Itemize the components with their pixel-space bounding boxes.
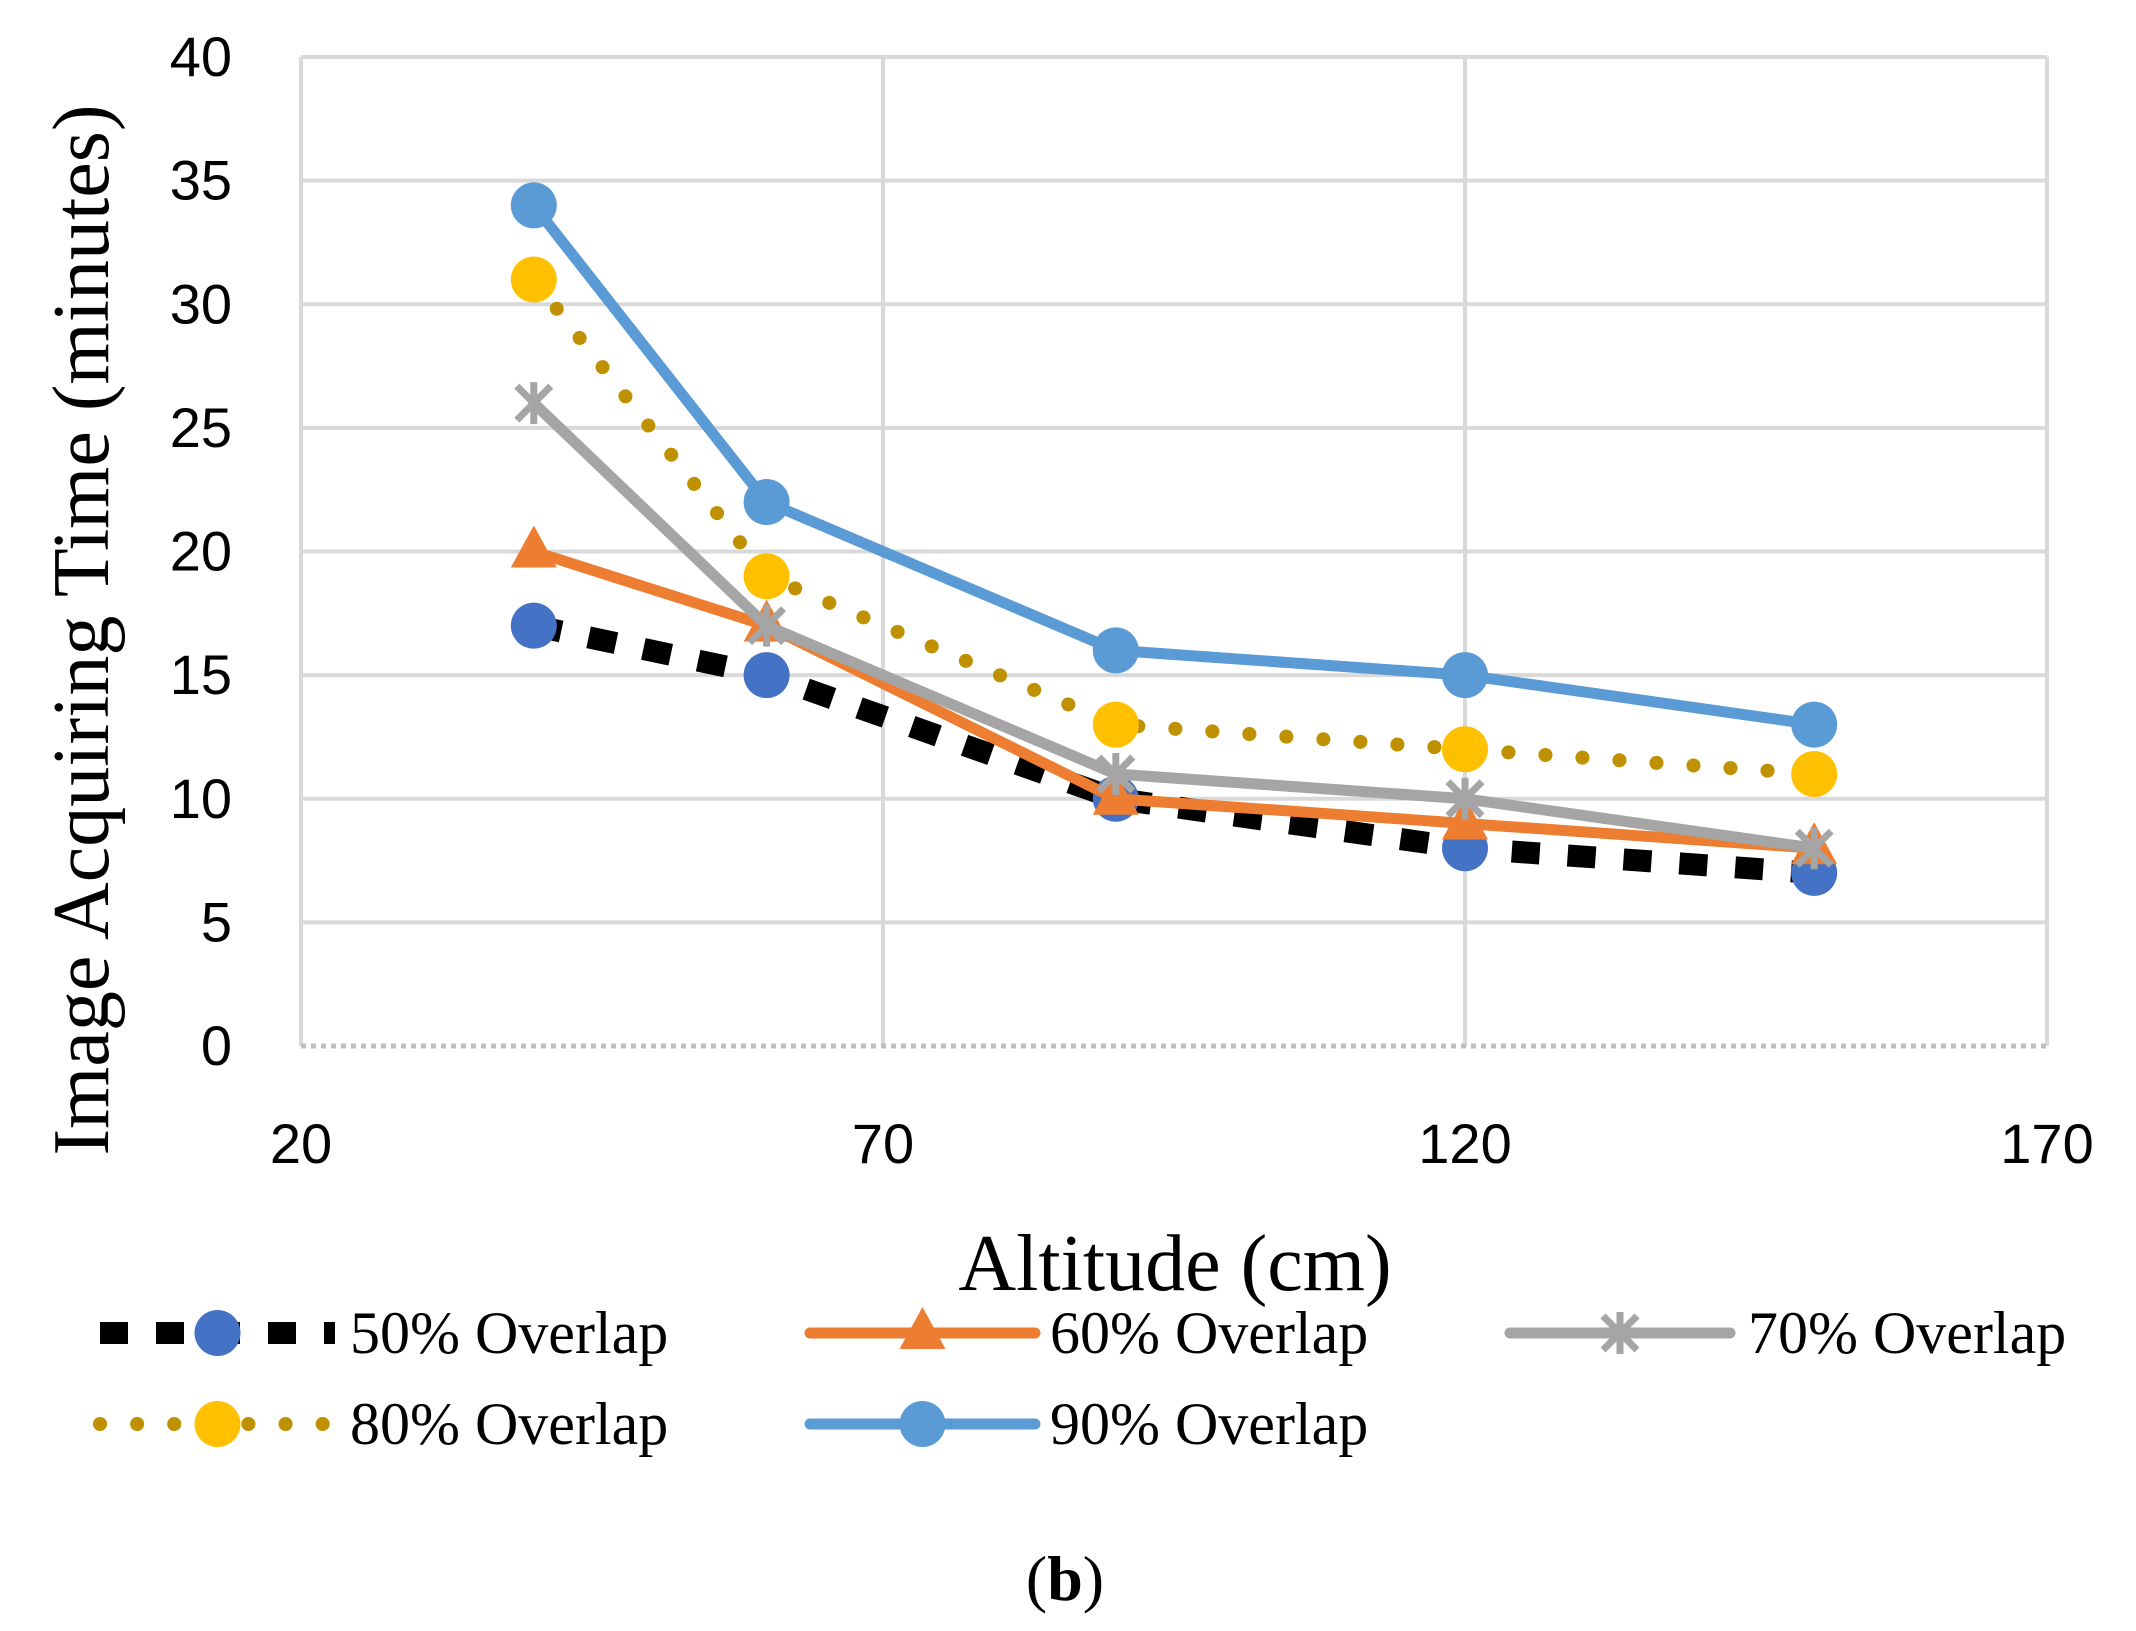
y-tick-label: 35 [170, 149, 232, 212]
data-point [1092, 627, 1139, 674]
y-tick-label: 10 [170, 767, 232, 830]
series-1 [510, 602, 1838, 896]
data-point [514, 382, 554, 425]
y-tick-label: 25 [170, 396, 232, 459]
y-axis-ticks: 0 5 10 15 20 25 30 35 40 [170, 25, 232, 1077]
legend-item: 90% Overlap [804, 1391, 1368, 1457]
legend-label: 70% Overlap [1748, 1300, 2066, 1366]
data-point [743, 479, 790, 526]
caption-label: b [1047, 1543, 1083, 1614]
series-line [528, 199, 1820, 731]
data-point [510, 525, 557, 568]
y-tick-label: 40 [170, 25, 232, 88]
data-point [1092, 701, 1139, 748]
data-point [1794, 827, 1834, 870]
y-tick-label: 30 [170, 272, 232, 335]
legend-item: 80% Overlap [93, 1391, 668, 1457]
legend-label: 50% Overlap [350, 1300, 668, 1366]
grid-lines [299, 55, 2049, 1049]
data-point [743, 553, 790, 600]
legend-item: 70% Overlap [1504, 1300, 2066, 1366]
legend-label: 60% Overlap [1050, 1300, 1368, 1366]
legend-item: 50% Overlap [100, 1300, 668, 1366]
x-tick-label: 120 [1418, 1112, 1511, 1175]
data-point [1791, 751, 1838, 798]
legend-swatch-marker [899, 1307, 946, 1349]
y-axis-title: Image Acquiring Time (minutes) [38, 104, 126, 1155]
y-tick-label: 15 [170, 643, 232, 706]
legend-item: 60% Overlap [804, 1300, 1368, 1366]
legend-swatch-marker [194, 1310, 241, 1356]
data-point [1445, 777, 1485, 820]
series-3 [514, 382, 1834, 870]
series-line [531, 614, 1815, 884]
x-axis-title: Altitude (cm) [958, 1220, 1391, 1308]
y-tick-label: 20 [170, 520, 232, 583]
legend-swatch-marker [899, 1401, 946, 1447]
series-4 [510, 256, 1838, 798]
series-5 [510, 182, 1838, 748]
series-line [526, 272, 1822, 782]
series-line [528, 397, 1820, 854]
caption-open: ( [1026, 1543, 1047, 1614]
data-point [1442, 652, 1488, 699]
x-axis-ticks: 20 70 120 170 [270, 1112, 2094, 1175]
x-tick-label: 20 [270, 1112, 332, 1175]
legend: 50% Overlap 60% Overlap 70% Overlap 80% Ove… [93, 1300, 2066, 1457]
x-tick-label: 70 [852, 1112, 914, 1175]
figure-caption: (b) [1026, 1543, 1104, 1614]
y-tick-label: 5 [201, 890, 232, 953]
legend-swatch-marker [1600, 1312, 1640, 1354]
data-point [1442, 726, 1488, 773]
data-point [510, 256, 557, 303]
x-tick-label: 170 [2000, 1112, 2093, 1175]
y-tick-label: 0 [201, 1014, 232, 1077]
data-point [510, 182, 557, 229]
caption-close: ) [1083, 1543, 1104, 1614]
legend-label: 80% Overlap [350, 1391, 668, 1457]
data-point [1096, 753, 1136, 796]
legend-swatch-marker [194, 1401, 241, 1447]
data-point [510, 602, 557, 649]
data-point [1791, 701, 1838, 748]
data-point [747, 604, 787, 647]
series-lines [510, 182, 1838, 896]
data-point [743, 652, 790, 699]
legend-label: 90% Overlap [1050, 1391, 1368, 1457]
